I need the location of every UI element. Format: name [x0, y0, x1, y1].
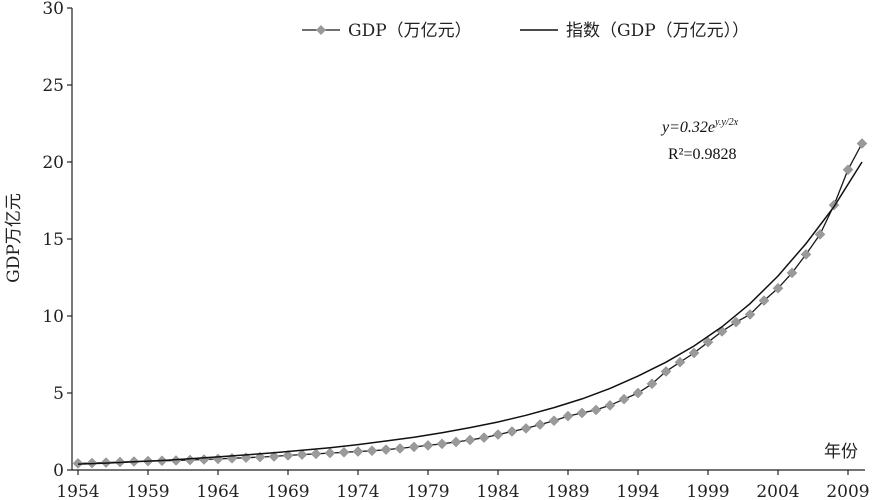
data-point-marker	[688, 347, 700, 359]
data-point-marker	[268, 451, 280, 462]
data-point-marker	[310, 448, 322, 460]
y-tick-label: 10	[42, 307, 64, 327]
y-tick-label: 20	[42, 153, 64, 173]
data-point-marker	[674, 356, 686, 368]
x-tick-label: 1984	[476, 482, 519, 500]
data-point-marker	[492, 429, 504, 440]
data-point-marker	[758, 295, 770, 306]
y-tick-label: 0	[53, 461, 64, 481]
data-point-marker	[856, 138, 868, 149]
x-tick-label: 1964	[196, 482, 239, 500]
data-point-marker	[394, 443, 406, 454]
trendline-annotation: y=0.32ey.y/2x R²=0.9828	[660, 117, 739, 163]
data-point-marker	[324, 447, 336, 459]
data-point-marker	[352, 446, 364, 457]
data-point-marker	[282, 450, 294, 461]
x-tick-label: 1974	[336, 482, 379, 500]
data-point-marker	[576, 407, 588, 419]
x-tick-label: 2004	[756, 482, 799, 500]
data-point-marker	[212, 453, 224, 465]
data-point-marker	[436, 438, 448, 450]
data-point-marker	[604, 399, 616, 411]
legend: GDP（万亿元） 指数（GDP（万亿元））	[302, 21, 749, 41]
y-tick-label: 25	[42, 76, 64, 96]
data-point-marker	[744, 309, 756, 320]
trendline-r-squared: R²=0.9828	[668, 146, 737, 163]
data-point-marker	[450, 436, 462, 448]
x-ticks: 1954 1959 1964 1969 1974 1979 1984 1989 1994 1999…	[56, 470, 870, 500]
data-point-marker	[548, 415, 560, 427]
data-point-marker	[772, 282, 784, 294]
data-point-marker	[184, 454, 196, 466]
x-tick-label: 1959	[126, 482, 169, 500]
data-point-marker	[730, 316, 742, 328]
data-point-marker	[520, 423, 532, 434]
data-point-marker	[786, 267, 798, 279]
data-point-marker	[478, 432, 490, 444]
series-line-1	[77, 143, 863, 465]
data-point-marker	[464, 434, 476, 446]
y-tick-label: 30	[42, 0, 64, 19]
data-point-marker	[842, 164, 854, 176]
x-axis-title: 年份	[824, 442, 858, 462]
x-tick-label: 1989	[546, 482, 589, 500]
legend-label-gdp: GDP（万亿元）	[348, 21, 472, 41]
data-point-marker	[226, 452, 238, 464]
data-point-marker	[646, 378, 658, 390]
data-point-marker	[534, 419, 546, 430]
y-tick-label: 15	[42, 230, 64, 250]
data-point-marker	[702, 336, 714, 348]
y-axis-title: GDP万亿元	[4, 193, 24, 283]
data-point-marker	[814, 229, 826, 240]
data-point-marker	[296, 449, 308, 460]
x-tick-label: 1999	[686, 482, 729, 500]
data-point-marker	[590, 404, 602, 416]
data-point-marker	[422, 440, 434, 451]
data-point-marker	[380, 444, 392, 456]
data-point-marker	[562, 410, 574, 422]
x-tick-label: 1979	[406, 482, 449, 500]
data-point-marker	[366, 445, 378, 457]
data-point-marker	[408, 441, 420, 453]
x-tick-label: 2009	[826, 482, 869, 500]
series-layer	[72, 138, 868, 469]
data-point-marker	[198, 454, 210, 465]
data-point-marker	[632, 387, 644, 399]
axes	[71, 8, 865, 471]
x-tick-label: 1969	[266, 482, 309, 500]
data-point-marker	[660, 366, 672, 377]
y-ticks: 0 5 10 15 20 25 30	[42, 0, 72, 481]
data-point-marker	[506, 426, 518, 437]
series-line-2	[77, 161, 863, 465]
data-point-marker	[800, 249, 812, 260]
data-point-marker	[338, 446, 350, 458]
trendline-equation: y=0.32ey.y/2x	[660, 117, 739, 136]
data-point-marker	[618, 393, 630, 405]
legend-marker-gdp	[316, 25, 326, 35]
legend-label-index: 指数（GDP（万亿元））	[566, 21, 749, 41]
y-tick-label: 5	[53, 384, 64, 404]
x-tick-label: 1994	[616, 482, 659, 500]
x-tick-label: 1954	[56, 482, 99, 500]
